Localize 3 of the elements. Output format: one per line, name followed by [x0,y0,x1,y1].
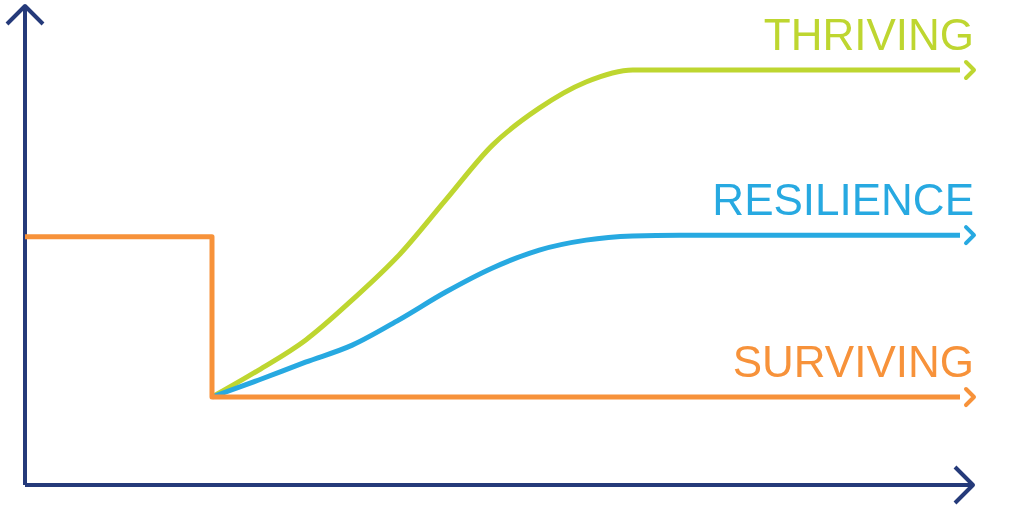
series-label: SURVIVING [732,337,974,387]
series-label: RESILIENCE [712,175,974,225]
series-label: THRIVING [763,10,974,59]
